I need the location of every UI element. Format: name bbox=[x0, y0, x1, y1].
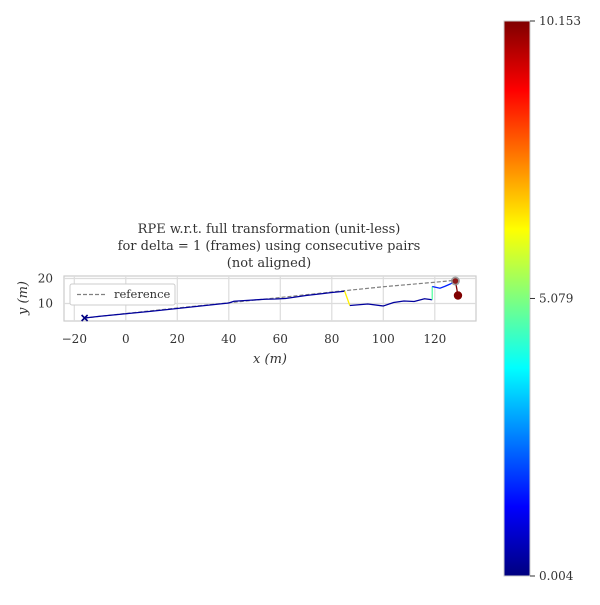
legend: reference bbox=[69, 283, 176, 306]
marker-layer bbox=[81, 276, 463, 322]
y-tick-labels: 10 20 bbox=[38, 272, 53, 311]
legend-reference-label: reference bbox=[114, 287, 171, 301]
colorbar-tick-label: 10.153 bbox=[539, 14, 581, 28]
x-tick-label: 60 bbox=[273, 332, 288, 346]
end-marker-estimate bbox=[453, 291, 463, 300]
estimate-segment bbox=[84, 290, 345, 319]
legend-box bbox=[69, 283, 176, 306]
x-tick-label: 0 bbox=[122, 332, 130, 346]
colorbar-tick-label: 5.079 bbox=[539, 291, 573, 305]
estimate-segment bbox=[349, 298, 433, 307]
x-tick-labels: −20 0 20 40 60 80 100 120 bbox=[62, 332, 447, 346]
x-tick-label: 40 bbox=[221, 332, 236, 346]
colorbar: 0.004 5.079 10.153 bbox=[503, 14, 581, 583]
start-marker bbox=[81, 314, 89, 322]
chart-subtitle-line-1: for delta = 1 (frames) using consecutive… bbox=[118, 239, 421, 254]
x-axis-label: x (m) bbox=[253, 352, 287, 367]
x-tick-label: 100 bbox=[372, 332, 395, 346]
y-tick-label: 20 bbox=[38, 272, 53, 286]
end-marker-reference bbox=[450, 276, 460, 286]
colorbar-tick-label: 0.004 bbox=[539, 569, 574, 583]
x-tick-label: 20 bbox=[170, 332, 185, 346]
colorbar-ticks: 0.004 5.079 10.153 bbox=[530, 14, 581, 583]
estimate-segment bbox=[344, 291, 351, 306]
y-tick-label: 10 bbox=[38, 297, 53, 311]
y-axis-label: y (m) bbox=[16, 281, 31, 316]
colorbar-gradient bbox=[503, 20, 531, 577]
x-tick-label: 80 bbox=[324, 332, 339, 346]
chart-subtitle-line-2: (not aligned) bbox=[227, 256, 311, 271]
x-tick-label: −20 bbox=[62, 332, 87, 346]
x-tick-label: 120 bbox=[423, 332, 446, 346]
chart-title: RPE w.r.t. full transformation (unit-les… bbox=[138, 222, 401, 237]
